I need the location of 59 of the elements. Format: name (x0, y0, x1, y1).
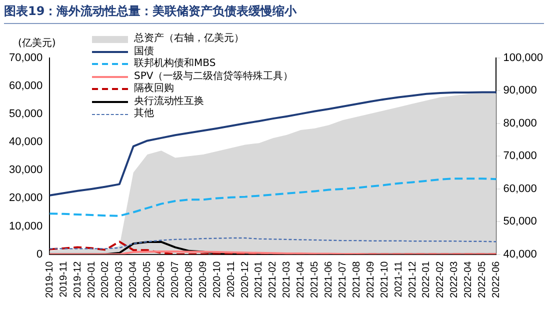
chart-title: 图表19：海外流动性总量：美联储资产负债表缓慢缩小 (4, 3, 544, 24)
x-tick-label: 2020-02 (100, 260, 112, 298)
y-axis-title: (亿美元) (18, 36, 56, 50)
y-tick-label: 40,000 (8, 136, 43, 148)
x-tick-label: 2021-09 (365, 260, 376, 298)
x-tick-label: 2020-05 (142, 260, 154, 298)
x-tick-label: 2020-04 (128, 260, 140, 298)
x-tick-label: 2021-02 (268, 260, 279, 298)
y2-tick-label: 50,000 (503, 216, 537, 228)
x-tick-label: 2020-10 (212, 260, 223, 298)
y2-tick-label: 60,000 (503, 182, 537, 195)
legend-label: 国债 (134, 46, 154, 58)
x-tick-label: 2019-11 (58, 260, 70, 298)
x-tick-label: 2020-03 (114, 260, 126, 298)
y2-tick-label: 80,000 (503, 117, 537, 130)
y2-tick-label: 90,000 (503, 84, 537, 97)
y2-tick-label: 100,000 (503, 52, 544, 64)
x-tick-label: 2022-03 (449, 260, 460, 298)
x-tick-label: 2020-08 (184, 260, 195, 298)
x-tick-label: 2021-07 (337, 260, 348, 298)
y-tick-label: 20,000 (8, 192, 43, 204)
x-tick-label: 2022-06 (490, 260, 502, 298)
x-tick-label: 2021-11 (393, 260, 404, 298)
x-tick-label: 2019-10 (44, 260, 56, 298)
legend-label: 总资产（右轴，亿美元） (134, 33, 244, 46)
x-tick-label: 2022-05 (477, 260, 488, 298)
x-tick-label: 2022-04 (463, 260, 474, 298)
x-tick-label: 2022-01 (421, 260, 432, 298)
y2-tick-label: 40,000 (503, 248, 537, 260)
x-tick-label: 2021-04 (296, 260, 307, 298)
y-tick-label: 70,000 (8, 52, 43, 64)
y-tick-label: 10,000 (8, 220, 43, 232)
x-tick-label: 2021-06 (324, 260, 335, 298)
y-tick-label: 30,000 (8, 164, 43, 176)
y2-tick-label: 70,000 (503, 150, 537, 162)
x-tick-label: 2020-07 (170, 260, 181, 298)
x-tick-label: 2020-12 (240, 260, 251, 298)
x-tick-label: 2021-10 (379, 260, 390, 298)
x-tick-label: 2021-08 (351, 260, 362, 298)
y-tick-label: 0 (36, 248, 43, 260)
x-tick-label: 2020-11 (226, 260, 237, 298)
x-tick-label: 2021-05 (310, 260, 321, 298)
x-tick-label: 2020-09 (198, 260, 209, 298)
legend-label: SPV（一级与二级信贷等特殊工具） (134, 70, 294, 82)
line-series (49, 237, 497, 250)
x-tick-label: 2022-02 (435, 260, 446, 298)
x-tick-label: 2020-01 (86, 260, 98, 298)
y-tick-label: 60,000 (8, 80, 43, 92)
y-tick-label: 50,000 (8, 108, 43, 120)
legend-label: 其他 (134, 108, 154, 120)
x-tick-label: 2021-01 (254, 260, 265, 298)
legend-label: 隔夜回购 (134, 83, 174, 96)
legend-label: 联邦机构债和MBS (134, 58, 216, 70)
x-tick-label: 2020-06 (156, 260, 168, 298)
x-tick-label: 2021-03 (282, 260, 293, 298)
line-series (48, 178, 498, 217)
legend-label: 央行流动性互换 (134, 96, 204, 108)
x-tick-label: 2021-12 (407, 260, 418, 298)
x-tick-label: 2019-12 (72, 260, 84, 298)
